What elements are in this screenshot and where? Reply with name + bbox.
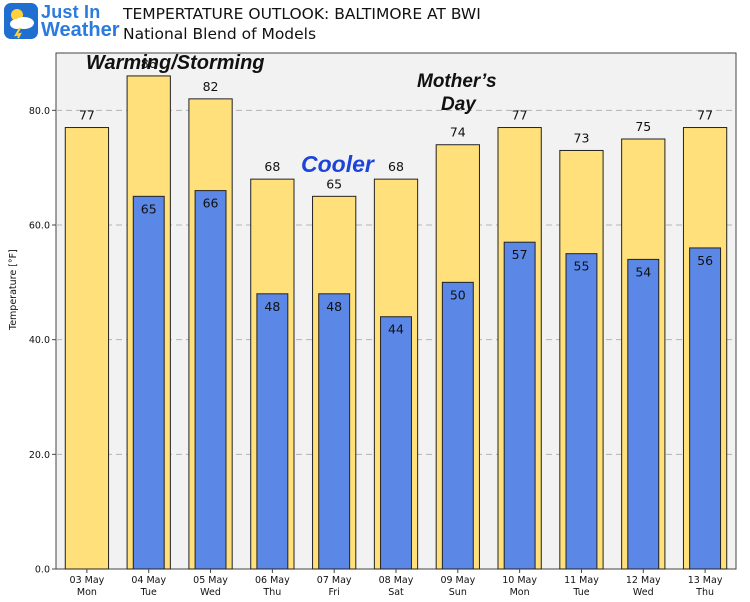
x-tick-day-label: Thu <box>262 587 281 598</box>
low-temp-label: 55 <box>574 259 590 274</box>
high-temp-label: 82 <box>203 79 219 94</box>
annotation-warming-storming: Warming/Storming <box>86 52 265 74</box>
annotation-cooler: Cooler <box>301 151 374 177</box>
just-in-weather-logo: Just In Weather <box>4 2 120 43</box>
low-temp-label: 48 <box>326 299 342 314</box>
high-temp-bar <box>64 127 110 570</box>
y-axis-ticks: 0.0 20.0 40.0 60.0 80.0 <box>29 106 56 576</box>
x-tick-day-label: Fri <box>329 587 340 598</box>
high-temp-label: 74 <box>450 125 466 140</box>
chart-subtitle: National Blend of Models <box>123 25 317 43</box>
annotation-mothers-day-line1: Mother’s <box>417 71 497 92</box>
weather-icon <box>4 3 38 39</box>
y-tick-label: 80.0 <box>29 106 50 117</box>
x-tick-day-label: Sun <box>449 587 467 598</box>
low-temp-label: 56 <box>697 253 713 268</box>
low-temp-bar <box>132 195 165 570</box>
high-temp-label: 77 <box>697 108 713 123</box>
data-labels: 77 86 65 82 66 68 48 65 48 68 44 74 50 77 57 73 55 75 54 77… <box>79 56 713 337</box>
x-tick-date-label: 04 May <box>131 575 166 586</box>
y-tick-label: 60.0 <box>29 221 50 232</box>
x-tick-date-label: 08 May <box>379 575 414 586</box>
low-temp-bar <box>318 293 351 570</box>
logo-text-line1: Just In <box>41 2 101 22</box>
x-tick-date-label: 11 May <box>564 575 599 586</box>
high-temp-label: 77 <box>512 108 528 123</box>
y-axis-label: Temperature [°F] <box>8 249 19 330</box>
x-tick-date-label: 10 May <box>502 575 537 586</box>
low-temp-bar <box>441 281 474 570</box>
low-temp-label: 65 <box>141 201 157 216</box>
y-tick-label: 0.0 <box>35 565 50 576</box>
chart-title: TEMPERTATURE OUTLOOK: BALTIMORE AT BWI <box>123 5 481 23</box>
low-temp-label: 48 <box>264 299 280 314</box>
high-temp-label: 86 <box>141 56 157 71</box>
low-temp-bar <box>627 258 660 570</box>
x-tick-date-label: 12 May <box>626 575 661 586</box>
high-temp-label: 65 <box>326 176 342 191</box>
x-tick-date-label: 03 May <box>70 575 105 586</box>
bars <box>64 75 728 570</box>
low-temp-bar <box>194 190 227 570</box>
x-tick-date-label: 07 May <box>317 575 352 586</box>
low-temp-label: 50 <box>450 287 466 302</box>
x-tick-date-label: 06 May <box>255 575 290 586</box>
high-temp-label: 68 <box>264 159 280 174</box>
x-tick-day-label: Tue <box>140 587 157 598</box>
low-temp-label: 54 <box>635 264 651 279</box>
low-temp-bar <box>380 316 412 570</box>
low-temp-bar <box>689 247 722 570</box>
high-temp-label: 75 <box>635 119 651 134</box>
x-tick-day-label: Mon <box>510 587 530 598</box>
x-tick-date-label: 05 May <box>193 575 228 586</box>
high-temp-label: 77 <box>79 108 95 123</box>
x-tick-day-label: Wed <box>633 587 654 598</box>
annotation-mothers-day-line2: Day <box>441 94 476 115</box>
x-tick-day-label: Mon <box>77 587 97 598</box>
x-tick-date-label: 13 May <box>688 575 723 586</box>
high-temp-label: 73 <box>574 130 590 145</box>
x-tick-day-label: Sat <box>388 587 404 598</box>
low-temp-label: 44 <box>388 322 404 337</box>
x-tick-day-label: Tue <box>572 587 589 598</box>
x-tick-day-label: Wed <box>200 587 221 598</box>
y-tick-label: 20.0 <box>29 450 50 461</box>
x-tick-date-label: 09 May <box>440 575 475 586</box>
low-temp-label: 57 <box>512 247 528 262</box>
high-temp-label: 68 <box>388 159 404 174</box>
x-tick-day-label: Thu <box>695 587 714 598</box>
low-temp-label: 66 <box>203 196 219 211</box>
logo-text-line2: Weather <box>41 19 120 41</box>
low-temp-bar <box>256 293 289 570</box>
y-tick-label: 40.0 <box>29 335 50 346</box>
low-temp-bar <box>503 241 536 570</box>
low-temp-bar <box>565 253 598 570</box>
